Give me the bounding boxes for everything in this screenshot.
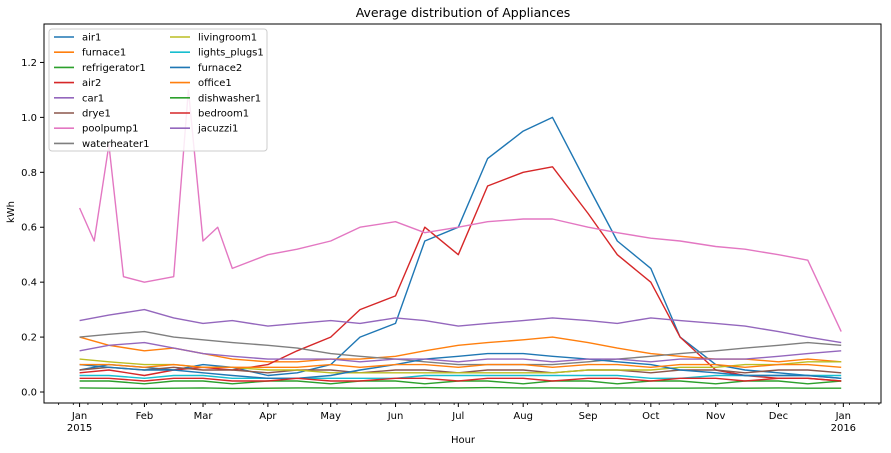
legend-label-furnace2: furnace2 bbox=[198, 63, 242, 74]
legend-label-lights_plugs1: lights_plugs1 bbox=[198, 48, 264, 59]
x-tick-label: Jun bbox=[387, 411, 404, 422]
series-line-air2 bbox=[79, 166, 842, 382]
x-tick-label: Nov bbox=[706, 411, 726, 422]
x-tick-year-label: 2015 bbox=[67, 423, 92, 434]
legend-label-air1: air1 bbox=[82, 33, 101, 44]
y-axis-label: kWh bbox=[6, 201, 17, 223]
series-line-furnace2 bbox=[79, 352, 842, 379]
y-tick-label: 1.0 bbox=[21, 113, 37, 124]
x-tick-label: Aug bbox=[513, 411, 533, 422]
x-tick-label: Jan bbox=[835, 411, 851, 422]
x-tick-label: Jul bbox=[451, 411, 464, 422]
legend-label-waterheater1: waterheater1 bbox=[82, 139, 149, 150]
x-tick-label: Mar bbox=[194, 411, 214, 422]
series-line-lights_plugs1 bbox=[79, 374, 842, 379]
series-line-office1 bbox=[79, 363, 842, 368]
series-line-poolpump1 bbox=[78, 89, 842, 332]
x-axis-label: Hour bbox=[451, 435, 476, 446]
y-tick-label: 1.2 bbox=[21, 58, 37, 69]
y-tick-label: 0.6 bbox=[21, 223, 37, 234]
series-line-bedroom1 bbox=[79, 377, 842, 382]
x-tick-label: May bbox=[320, 411, 341, 422]
y-tick-label: 0.4 bbox=[21, 278, 37, 289]
legend-label-dishwasher1: dishwasher1 bbox=[198, 93, 261, 104]
legend-label-jacuzzi1: jacuzzi1 bbox=[197, 124, 238, 135]
series-line-car1 bbox=[79, 308, 842, 344]
legend-label-drye1: drye1 bbox=[82, 109, 111, 120]
legend-label-air2: air2 bbox=[82, 78, 101, 89]
legend-label-bedroom1: bedroom1 bbox=[198, 109, 249, 120]
x-tick-label: Jan bbox=[71, 411, 87, 422]
chart-title: Average distribution of Appliances bbox=[356, 5, 571, 20]
x-tick-label: Sep bbox=[579, 411, 598, 422]
legend-label-office1: office1 bbox=[198, 78, 232, 89]
x-tick-label: Oct bbox=[642, 411, 659, 422]
legend: air1 furnace1 refrigerator1 air2 car1 drye1 po… bbox=[48, 28, 268, 152]
legend-label-furnace1: furnace1 bbox=[82, 48, 126, 59]
legend-label-refrigerator1: refrigerator1 bbox=[82, 63, 146, 74]
x-tick-label: Dec bbox=[769, 411, 788, 422]
series-line-waterheater1 bbox=[79, 330, 842, 366]
plot-frame bbox=[43, 23, 882, 404]
x-tick-label: Apr bbox=[259, 411, 277, 422]
x-tick-label: Feb bbox=[136, 411, 154, 422]
legend-label-poolpump1: poolpump1 bbox=[82, 124, 139, 135]
y-tick-label: 0.2 bbox=[21, 333, 37, 344]
legend-box bbox=[48, 28, 268, 152]
legend-label-livingroom1: livingroom1 bbox=[198, 33, 257, 44]
y-tick-label: 0.0 bbox=[21, 388, 37, 399]
series-line-jacuzzi1 bbox=[79, 341, 842, 363]
y-tick-label: 0.8 bbox=[21, 168, 37, 179]
legend-label-car1: car1 bbox=[82, 93, 104, 104]
series-line-refrigerator1 bbox=[79, 386, 842, 390]
x-tick-year-label: 2016 bbox=[831, 423, 856, 434]
